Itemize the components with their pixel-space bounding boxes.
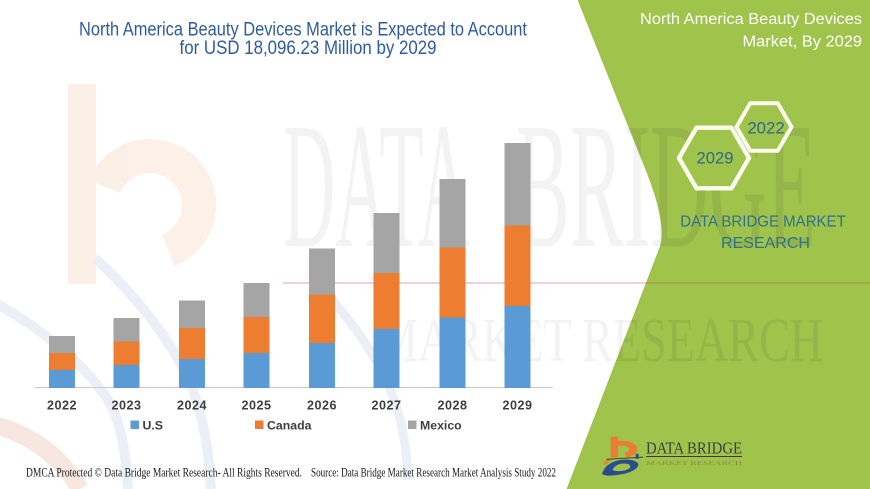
svg-text:DMCA Protected © Data Bridge M: DMCA Protected © Data Bridge Market Rese… <box>26 466 302 480</box>
svg-text:Market, By 2029: Market, By 2029 <box>743 33 863 50</box>
svg-text:2022: 2022 <box>747 119 784 138</box>
svg-text:North America Beauty Devices M: North America Beauty Devices Market is E… <box>79 19 528 40</box>
svg-text:for USD 18,096.23 Million by 2: for USD 18,096.23 Million by 2029 <box>180 38 437 59</box>
svg-text:RESEARCH: RESEARCH <box>721 235 810 252</box>
svg-text:Canada: Canada <box>267 419 312 433</box>
svg-text:2029: 2029 <box>697 148 734 167</box>
svg-text:Mexico: Mexico <box>420 419 462 433</box>
svg-text:2024: 2024 <box>177 399 207 413</box>
svg-text:2029: 2029 <box>502 399 532 413</box>
svg-text:2028: 2028 <box>437 399 467 413</box>
svg-text:Source: Data Bridge Market Res: Source: Data Bridge Market Research Mark… <box>311 466 556 480</box>
svg-text:2025: 2025 <box>241 399 271 413</box>
svg-text:MARKET RESEARCH: MARKET RESEARCH <box>646 461 743 467</box>
svg-text:North America Beauty Devices: North America Beauty Devices <box>640 11 862 28</box>
svg-text:2026: 2026 <box>307 399 337 413</box>
svg-text:2023: 2023 <box>111 399 141 413</box>
svg-text:DATA BRIDGE MARKET: DATA BRIDGE MARKET <box>680 214 846 231</box>
svg-text:2022: 2022 <box>47 399 77 413</box>
svg-text:U.S: U.S <box>143 419 164 433</box>
svg-text:2027: 2027 <box>371 399 401 413</box>
svg-text:DATA BRIDGE: DATA BRIDGE <box>646 439 742 458</box>
